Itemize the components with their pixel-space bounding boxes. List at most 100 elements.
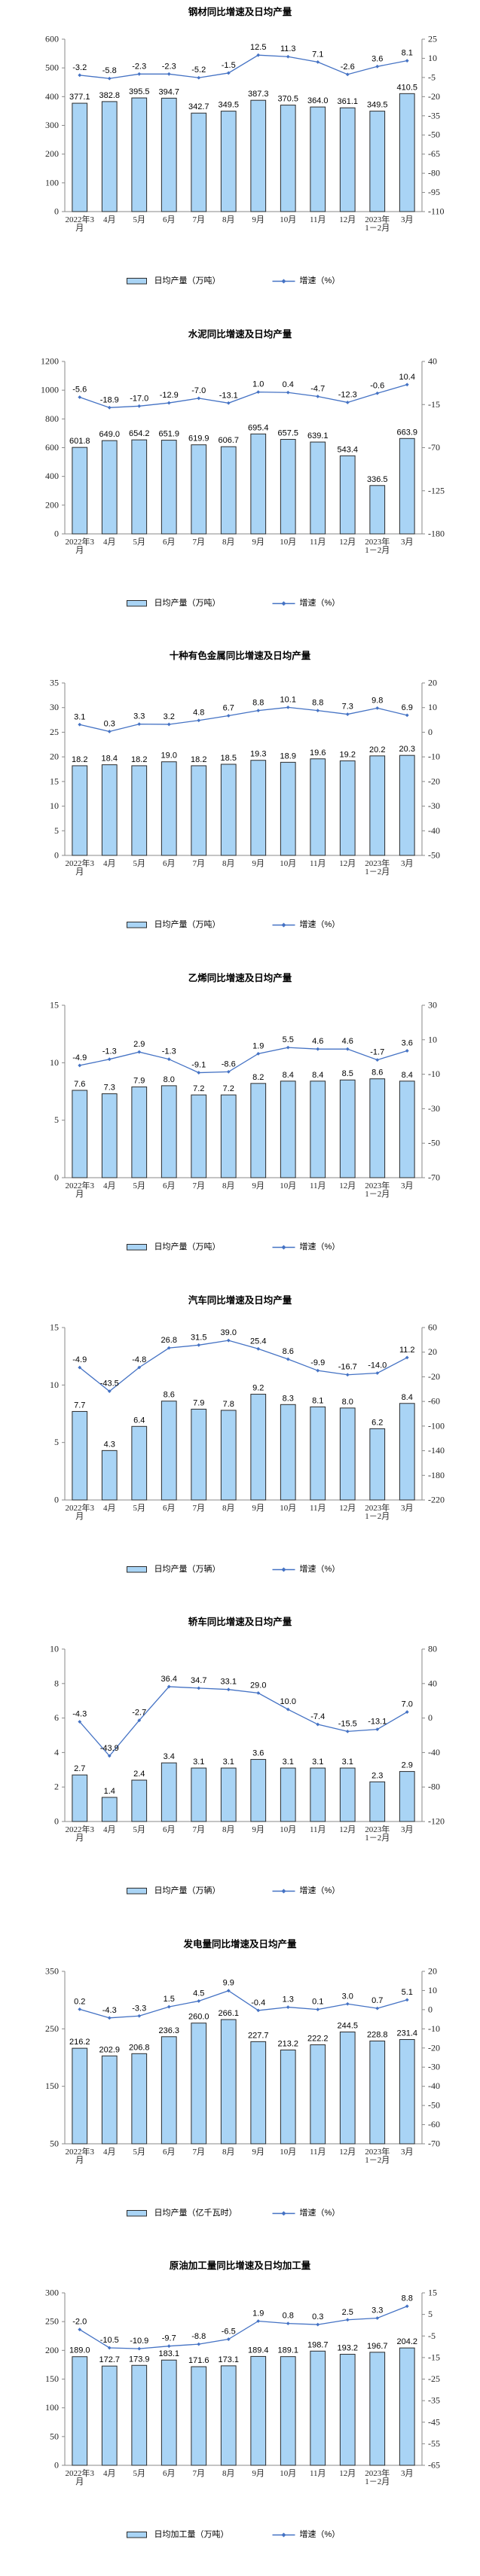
svg-text:7月: 7月 — [193, 859, 206, 868]
svg-text:-45: -45 — [428, 2417, 440, 2428]
svg-text:663.9: 663.9 — [396, 428, 417, 437]
svg-text:-13.1: -13.1 — [368, 1718, 387, 1727]
svg-text:7.9: 7.9 — [193, 1398, 204, 1407]
svg-text:36.4: 36.4 — [161, 1675, 177, 1684]
svg-text:-16.7: -16.7 — [338, 1362, 357, 1371]
svg-text:8.8: 8.8 — [252, 699, 264, 708]
svg-text:-1.3: -1.3 — [102, 1047, 117, 1056]
svg-text:增速（%）: 增速（%） — [300, 275, 341, 285]
svg-text:-3.2: -3.2 — [72, 63, 87, 72]
svg-text:8.6: 8.6 — [283, 1347, 294, 1356]
svg-text:-10.9: -10.9 — [130, 2337, 148, 2346]
svg-text:100: 100 — [45, 177, 59, 187]
svg-text:12月: 12月 — [339, 1181, 356, 1190]
svg-text:15: 15 — [50, 776, 59, 787]
svg-text:18.4: 18.4 — [102, 755, 118, 764]
svg-text:0: 0 — [54, 1494, 59, 1504]
svg-text:11月: 11月 — [310, 2469, 326, 2478]
svg-text:0.3: 0.3 — [104, 720, 115, 729]
svg-text:-180: -180 — [428, 528, 445, 538]
svg-text:8.2: 8.2 — [252, 1073, 264, 1082]
svg-text:2023年: 2023年 — [365, 214, 390, 224]
svg-text:20: 20 — [428, 678, 437, 688]
svg-text:增速（%）: 增速（%） — [300, 1241, 341, 1251]
svg-text:189.4: 189.4 — [248, 2346, 269, 2355]
svg-text:172.7: 172.7 — [99, 2356, 120, 2365]
svg-text:-65: -65 — [428, 148, 440, 159]
svg-text:6月: 6月 — [163, 859, 176, 868]
svg-text:651.9: 651.9 — [158, 429, 179, 438]
svg-text:1－2月: 1－2月 — [365, 224, 390, 233]
svg-text:7.6: 7.6 — [74, 1080, 85, 1089]
svg-text:361.1: 361.1 — [337, 97, 358, 106]
svg-text:26.8: 26.8 — [161, 1336, 177, 1345]
svg-text:1－2月: 1－2月 — [365, 546, 390, 555]
svg-text:8.1: 8.1 — [402, 49, 413, 58]
svg-text:-1.3: -1.3 — [162, 1047, 176, 1056]
svg-text:10月: 10月 — [280, 859, 296, 868]
svg-text:日均产量（万辆）: 日均产量（万辆） — [154, 1563, 221, 1574]
svg-text:193.2: 193.2 — [337, 2344, 358, 2353]
svg-text:350: 350 — [45, 1965, 59, 1976]
svg-text:-70: -70 — [428, 2138, 440, 2148]
svg-text:80: 80 — [428, 1644, 437, 1654]
svg-text:173.1: 173.1 — [218, 2355, 239, 2364]
svg-text:增速（%）: 增速（%） — [300, 1563, 341, 1574]
svg-text:15: 15 — [50, 1322, 59, 1332]
svg-text:-55: -55 — [428, 2438, 440, 2449]
svg-text:8月: 8月 — [222, 1825, 235, 1834]
svg-text:10月: 10月 — [280, 2148, 296, 2157]
svg-text:228.8: 228.8 — [367, 2030, 388, 2039]
svg-text:1－2月: 1－2月 — [365, 1512, 390, 1521]
svg-text:6月: 6月 — [163, 538, 176, 547]
svg-text:336.5: 336.5 — [367, 474, 388, 483]
svg-text:增速（%）: 增速（%） — [300, 1885, 341, 1895]
svg-text:6月: 6月 — [163, 1181, 176, 1190]
svg-text:3月: 3月 — [401, 215, 414, 224]
svg-text:2.4: 2.4 — [133, 1770, 145, 1779]
svg-text:6月: 6月 — [163, 1504, 176, 1513]
svg-text:10.0: 10.0 — [280, 1697, 296, 1706]
svg-text:231.4: 231.4 — [396, 2029, 417, 2038]
svg-text:12月: 12月 — [339, 2469, 356, 2478]
svg-text:601.8: 601.8 — [69, 437, 90, 446]
svg-text:7.2: 7.2 — [193, 1084, 204, 1093]
svg-text:-8.6: -8.6 — [222, 1059, 236, 1069]
svg-text:25: 25 — [428, 34, 437, 44]
svg-text:9月: 9月 — [252, 1825, 265, 1834]
svg-text:1－2月: 1－2月 — [365, 2477, 390, 2486]
svg-text:-80: -80 — [428, 1782, 440, 1792]
svg-text:3.6: 3.6 — [252, 1749, 264, 1758]
svg-text:244.5: 244.5 — [337, 2021, 358, 2030]
svg-text:-12.3: -12.3 — [338, 390, 357, 399]
svg-text:606.7: 606.7 — [218, 436, 239, 445]
svg-text:月: 月 — [75, 1834, 84, 1843]
svg-text:654.2: 654.2 — [129, 429, 150, 438]
svg-text:25: 25 — [50, 727, 59, 737]
svg-text:1.0: 1.0 — [252, 380, 264, 389]
svg-text:400: 400 — [45, 91, 59, 102]
svg-text:-43.9: -43.9 — [100, 1744, 119, 1753]
svg-text:364.0: 364.0 — [307, 96, 329, 105]
svg-text:12月: 12月 — [339, 2148, 356, 2157]
svg-text:0.1: 0.1 — [312, 1997, 323, 2006]
svg-text:2022年3: 2022年3 — [66, 1180, 95, 1190]
svg-text:7.9: 7.9 — [133, 1076, 145, 1085]
svg-text:-140: -140 — [428, 1445, 445, 1456]
svg-text:4月: 4月 — [103, 1825, 116, 1834]
svg-text:-100: -100 — [428, 1420, 445, 1431]
svg-text:日均加工量（万吨）: 日均加工量（万吨） — [154, 2529, 229, 2539]
svg-text:377.1: 377.1 — [69, 93, 90, 102]
svg-text:5月: 5月 — [133, 2469, 146, 2478]
svg-text:29.0: 29.0 — [250, 1681, 266, 1690]
svg-text:-30: -30 — [428, 800, 440, 811]
svg-text:7.3: 7.3 — [104, 1083, 115, 1092]
svg-text:增速（%）: 增速（%） — [300, 597, 341, 608]
svg-text:266.1: 266.1 — [218, 2009, 239, 2018]
svg-text:1.5: 1.5 — [164, 1995, 175, 2004]
svg-text:31.5: 31.5 — [191, 1333, 206, 1342]
svg-text:5月: 5月 — [133, 859, 146, 868]
svg-text:500: 500 — [45, 62, 59, 73]
svg-text:8.0: 8.0 — [164, 1075, 175, 1084]
svg-text:-4.9: -4.9 — [72, 1355, 87, 1364]
